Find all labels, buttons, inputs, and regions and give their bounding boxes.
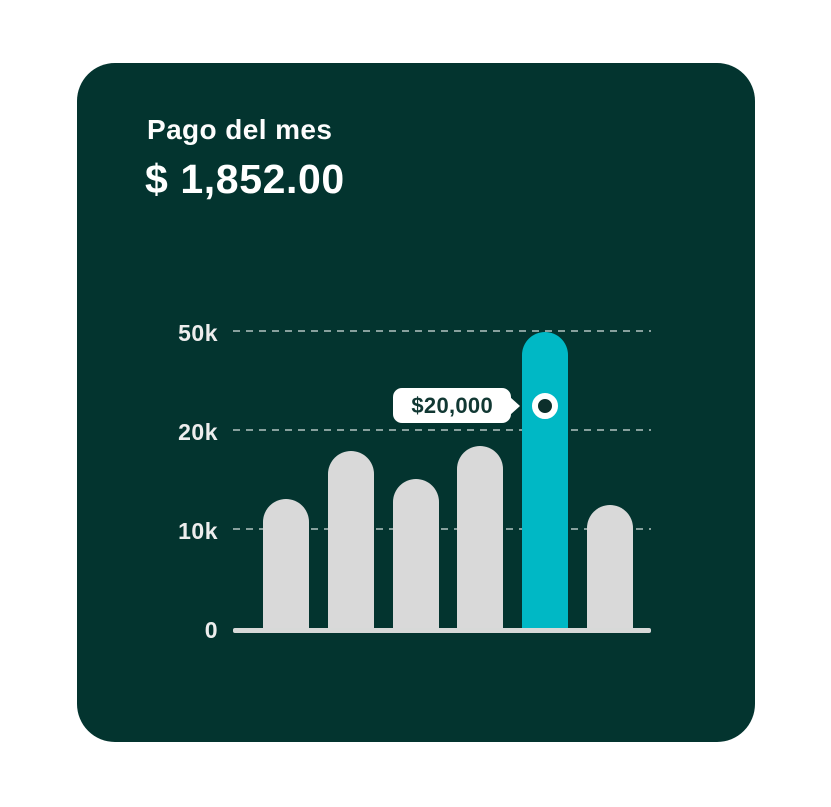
bar-4[interactable] [457,446,504,628]
card-title: Pago del mes [147,114,333,145]
payment-summary-card: Pago del mes $ 1,852.00 $20,000 0 10k 20k 5… [77,63,755,742]
tooltip-pointer [510,396,521,415]
bar-highlighted[interactable] [522,332,569,628]
y-tick-label-0: 0 [204,617,218,643]
y-tick-label-10k: 10k [178,518,218,544]
y-tick-label-50k: 50k [178,320,218,346]
bar-3[interactable] [392,479,439,628]
bar-6[interactable] [587,505,633,628]
payment-amount: $ 1,852.00 [145,156,345,202]
bar-1[interactable] [263,499,309,628]
x-axis-baseline [233,628,651,633]
gridline-10k [233,528,651,530]
value-tooltip: $20,000 [393,388,512,424]
bar-2[interactable] [327,451,374,628]
gridline-20k [233,429,651,431]
bar-chart-plot-area: $20,000 [233,298,651,633]
gridline-50k [233,330,651,332]
y-tick-label-20k: 20k [178,419,218,445]
highlight-marker-dot[interactable] [532,392,559,419]
